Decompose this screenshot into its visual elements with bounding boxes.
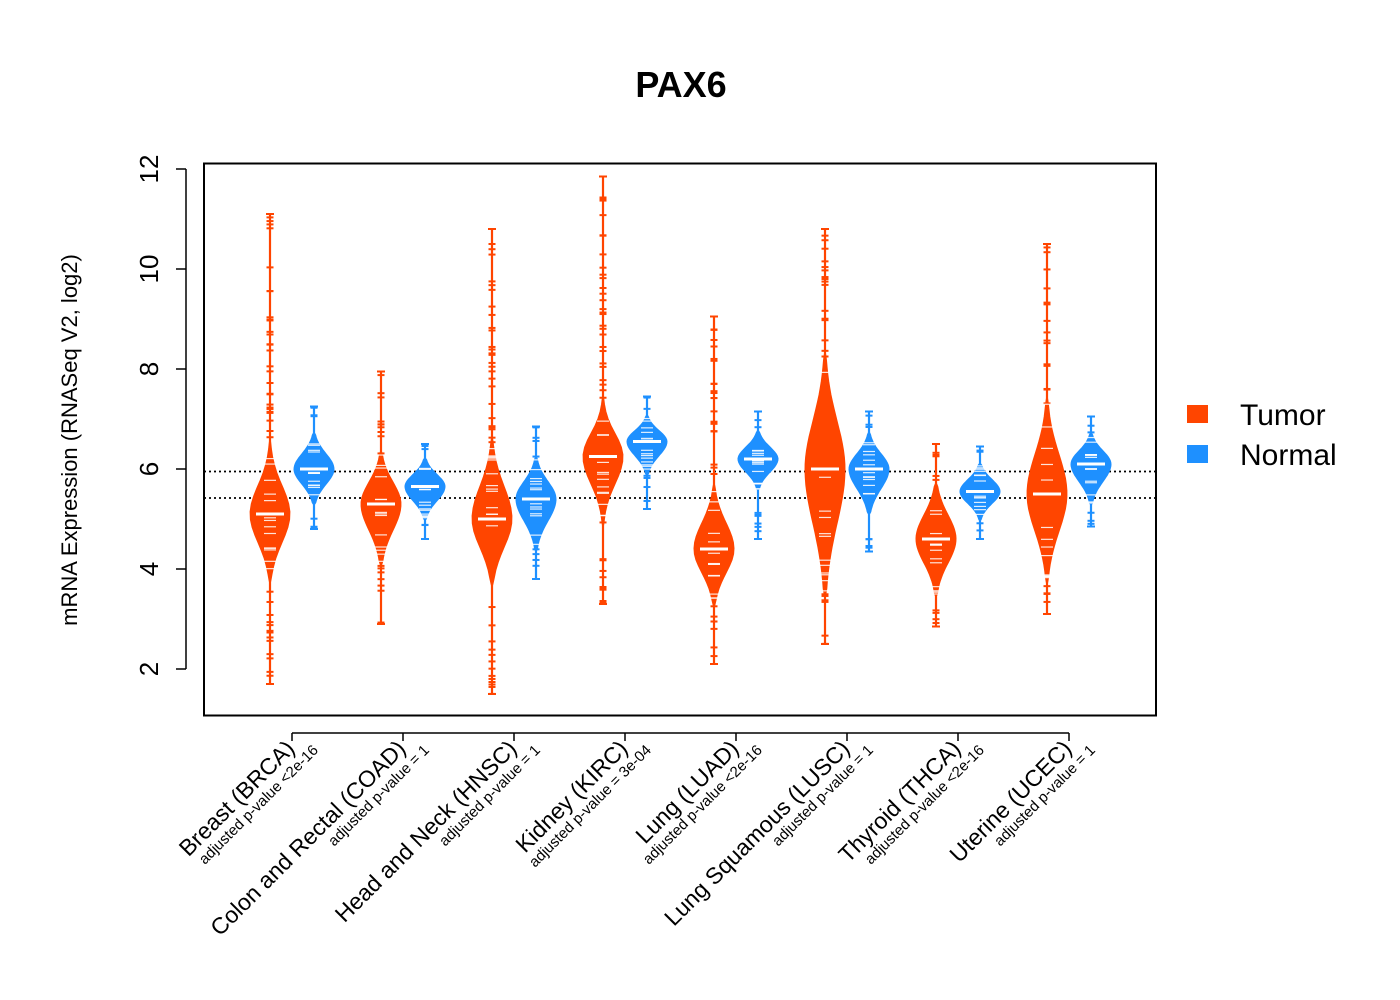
violin-body	[515, 426, 557, 580]
violin-normal-3	[515, 425, 557, 580]
violin-tumor-1	[249, 213, 291, 685]
violin-body	[626, 396, 668, 510]
plot-area	[204, 175, 1156, 695]
y-tick-label: 2	[134, 662, 164, 676]
violin-normal-5	[737, 410, 779, 540]
y-tick-label: 8	[134, 362, 164, 376]
violin-normal-6	[848, 410, 890, 553]
y-axis-label: mRNA Expression (RNASeq V2, log2)	[57, 254, 82, 626]
violin-tumor-5	[693, 315, 735, 665]
violin-tumor-3	[471, 228, 513, 695]
chart-title: PAX6	[635, 64, 726, 105]
violin-body	[693, 316, 735, 665]
legend-label-normal: Normal	[1240, 439, 1337, 472]
violin-body	[471, 228, 513, 695]
legend-label-tumor: Tumor	[1240, 399, 1326, 432]
x-category-label: Lung Squamous (LUSC)	[659, 735, 855, 931]
violin-body	[1026, 243, 1068, 615]
violin-normal-1	[293, 405, 335, 530]
y-tick-label: 12	[134, 155, 164, 184]
legend-swatch-normal	[1187, 445, 1208, 463]
x-axis: Breast (BRCA)adjusted p-value <2e-16Colo…	[174, 732, 1099, 941]
violin-body	[848, 411, 890, 552]
violin-tumor-6	[804, 228, 846, 645]
x-category-label: Head and Neck (HNSC)	[330, 735, 522, 927]
violin-normal-4	[626, 395, 668, 510]
violin-normal-2	[404, 443, 446, 540]
violin-normal-7	[959, 445, 1001, 540]
violin-tumor-4	[582, 175, 624, 605]
violin-tumor-8	[1026, 243, 1068, 615]
violin-body	[249, 213, 291, 685]
y-axis: 2 4 6 8 10 12	[134, 155, 187, 676]
x-category-label: Breast (BRCA)	[174, 735, 300, 861]
violin-tumor-2	[360, 370, 402, 625]
violin-body	[737, 411, 779, 540]
violin-body	[804, 228, 846, 645]
y-tick-label: 6	[134, 462, 164, 476]
violin-tumor-7	[915, 443, 957, 628]
legend: Tumor Normal	[1187, 399, 1337, 472]
y-tick-label: 4	[134, 562, 164, 576]
legend-swatch-tumor	[1187, 405, 1208, 423]
violin-normal-8	[1070, 415, 1112, 528]
plot-frame	[203, 162, 1157, 717]
y-tick-label: 10	[134, 255, 164, 284]
